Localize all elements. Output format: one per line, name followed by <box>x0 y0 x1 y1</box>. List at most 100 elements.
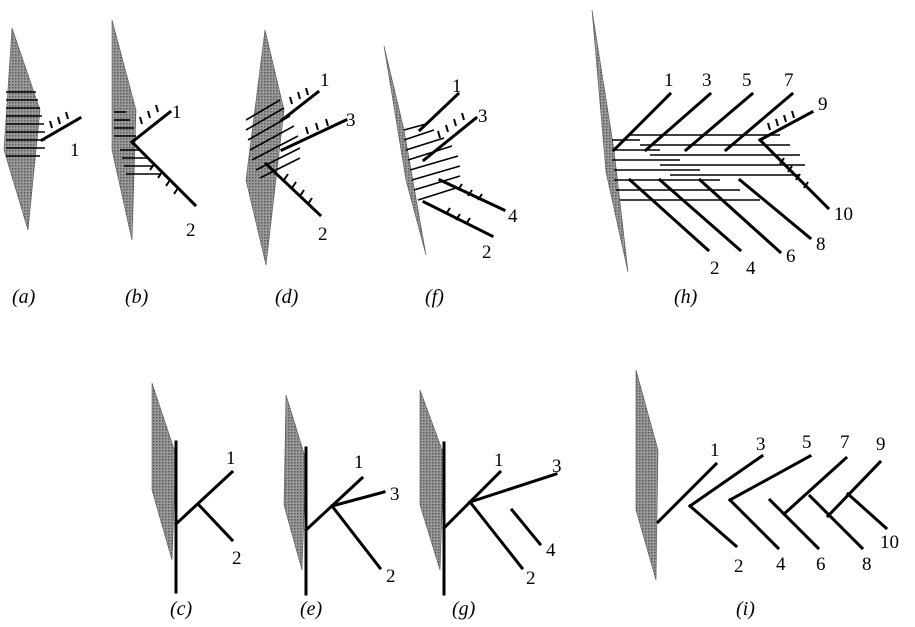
branch-1 <box>417 91 461 133</box>
wall-plate <box>591 9 629 273</box>
wall-plate <box>151 382 177 561</box>
branches <box>611 91 831 255</box>
label-4: 4 <box>508 206 518 227</box>
branch-4 <box>438 178 506 212</box>
branch-7 <box>723 91 795 153</box>
branch-1 <box>39 115 83 143</box>
tick-marks <box>437 112 483 225</box>
wall-plate <box>635 369 659 581</box>
label-9: 9 <box>876 434 886 455</box>
caption-g: (g) <box>452 598 476 620</box>
branch-10 <box>845 491 889 531</box>
label-3: 3 <box>478 106 488 127</box>
hatching <box>245 99 301 179</box>
label-1: 1 <box>226 448 236 469</box>
branch-2 <box>129 139 198 208</box>
wall-plate <box>383 45 427 256</box>
branch-2 <box>467 499 525 571</box>
label-2: 2 <box>318 224 328 245</box>
label-6: 6 <box>816 554 826 575</box>
branch-4 <box>657 177 743 253</box>
branch-1 <box>279 89 321 123</box>
label-8: 8 <box>816 234 826 255</box>
panel-h: 1 3 5 7 9 10 8 6 4 2 (h) <box>591 9 853 308</box>
caption-c: (c) <box>170 598 193 620</box>
label-2: 2 <box>710 258 720 279</box>
branch-2 <box>421 199 495 239</box>
label-10: 10 <box>880 532 899 553</box>
panel-d: 1 3 2 (d) <box>245 29 356 308</box>
label-1: 1 <box>664 70 674 91</box>
caption-h: (h) <box>674 286 698 308</box>
label-4: 4 <box>746 258 756 279</box>
panel-a: 1 (a) <box>3 27 83 308</box>
branches <box>655 453 889 551</box>
wall-plate <box>283 394 307 571</box>
branch-3 <box>687 453 765 509</box>
branch-4 <box>509 507 543 547</box>
label-10: 10 <box>834 204 853 225</box>
panel-e: 1 3 2 (e) <box>283 394 400 620</box>
branch-6 <box>697 177 783 255</box>
caption-a: (a) <box>12 286 36 308</box>
label-1: 1 <box>710 440 720 461</box>
label-2: 2 <box>526 568 536 589</box>
label-2: 2 <box>232 548 242 569</box>
tick-marks <box>767 110 809 189</box>
branch-8 <box>737 177 813 241</box>
branch-5 <box>727 453 813 503</box>
branch-3 <box>468 472 558 504</box>
caption-b: (b) <box>125 286 149 308</box>
label-7: 7 <box>784 70 794 91</box>
panel-i: 1 3 5 7 9 10 8 6 4 2 (i) <box>635 369 899 620</box>
branch-4 <box>727 497 781 551</box>
label-1: 1 <box>320 70 330 91</box>
branch-9 <box>825 459 883 519</box>
label-1: 1 <box>354 452 364 473</box>
label-3: 3 <box>390 484 400 505</box>
label-3: 3 <box>702 70 712 91</box>
branch-2 <box>195 501 235 543</box>
branch-1 <box>173 469 235 527</box>
label-2: 2 <box>386 566 396 587</box>
label-3: 3 <box>756 434 766 455</box>
panel-b: 1 2 (b) <box>111 19 198 308</box>
caption-d: (d) <box>275 286 299 308</box>
tick-marks <box>139 104 179 195</box>
label-3: 3 <box>552 456 562 477</box>
tick-marks <box>283 87 329 205</box>
branch-3 <box>643 91 713 153</box>
tick-marks <box>49 111 69 129</box>
caption-e: (e) <box>300 598 323 620</box>
label-5: 5 <box>802 432 812 453</box>
wall-plate <box>111 19 137 241</box>
branch-2 <box>263 161 323 218</box>
panel-f: 1 3 4 2 (f) <box>383 45 518 308</box>
label-6: 6 <box>786 246 796 267</box>
branch-2 <box>687 503 739 549</box>
branch-2 <box>627 177 711 253</box>
label-1: 1 <box>70 140 80 161</box>
branch-2 <box>329 503 383 571</box>
label-4: 4 <box>776 554 786 575</box>
caption-i: (i) <box>736 598 755 620</box>
label-2: 2 <box>734 556 744 577</box>
panel-g: 1 3 4 2 (g) <box>419 389 562 620</box>
branch-3 <box>421 115 479 163</box>
label-1: 1 <box>452 76 462 97</box>
panel-c: 1 2 (c) <box>151 382 242 620</box>
hatching <box>114 111 160 175</box>
label-8: 8 <box>862 554 872 575</box>
label-9: 9 <box>818 94 828 115</box>
branch-3 <box>330 490 386 508</box>
label-2: 2 <box>186 220 196 241</box>
label-7: 7 <box>840 432 850 453</box>
branch-7 <box>781 455 849 517</box>
hatching <box>403 123 461 201</box>
wall-plate <box>245 29 285 266</box>
hatching <box>6 91 45 157</box>
branch-1 <box>655 461 719 525</box>
branch-1 <box>129 109 173 145</box>
branch-1 <box>611 91 673 153</box>
